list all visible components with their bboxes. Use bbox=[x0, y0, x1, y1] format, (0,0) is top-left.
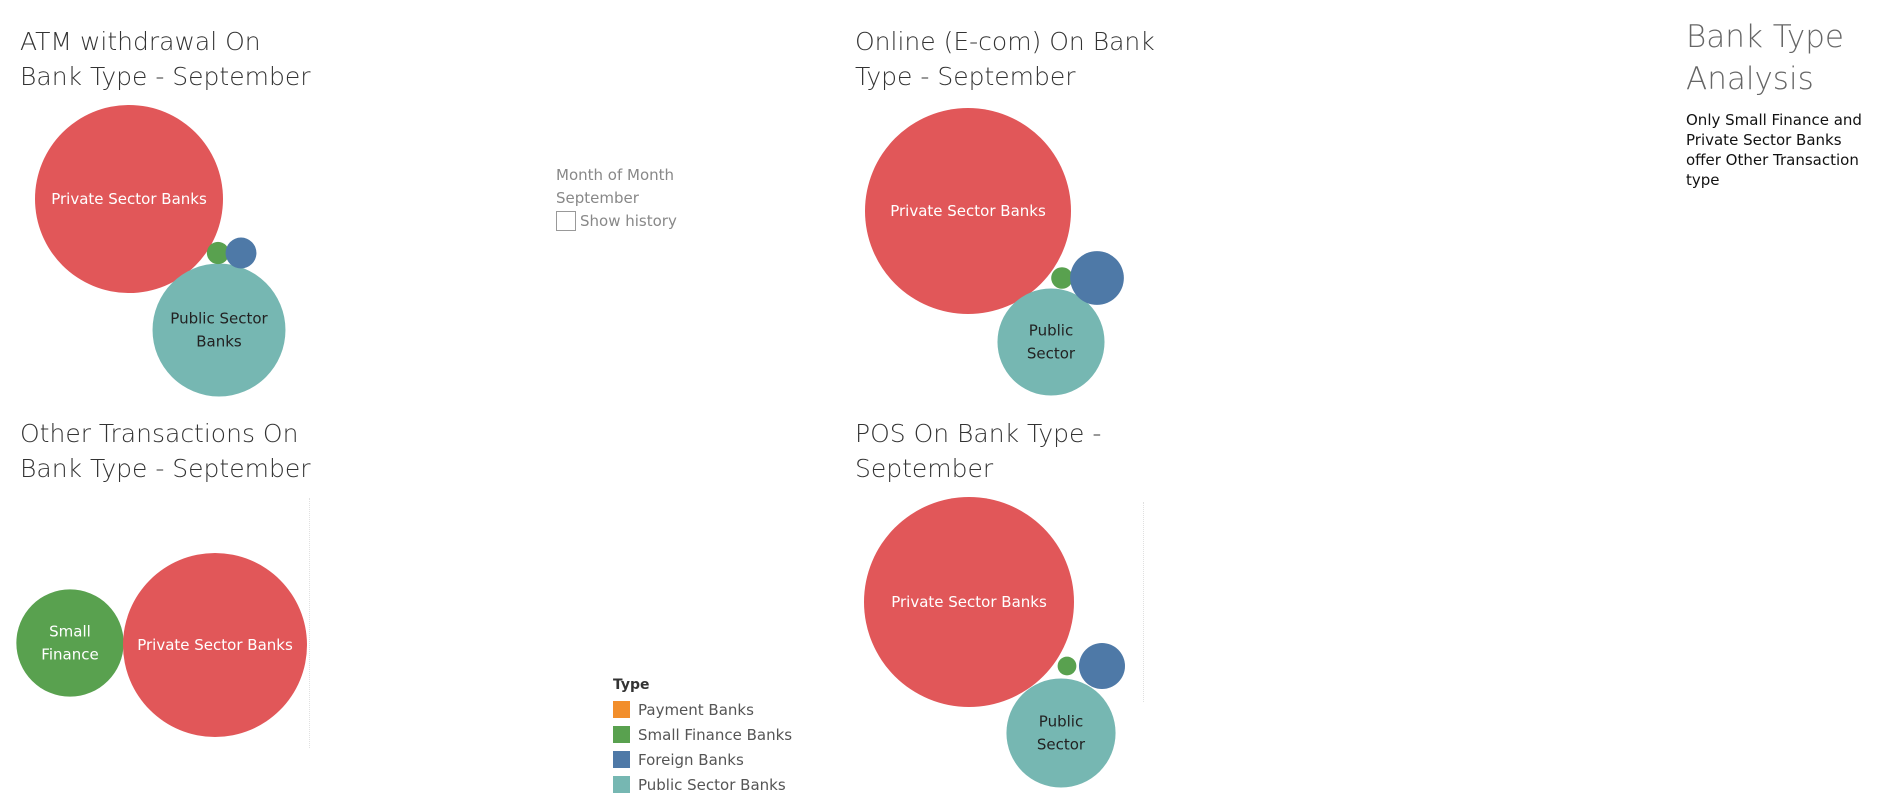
bubble-label: Small bbox=[49, 623, 91, 641]
legend-swatch bbox=[613, 726, 630, 743]
bubble-label: Private Sector Banks bbox=[51, 190, 207, 208]
divider-pos bbox=[1143, 502, 1144, 702]
other-bubble-chart: Small Finance Private Sector Banks bbox=[16, 553, 307, 737]
bubble-small-finance-banks[interactable] bbox=[206, 241, 230, 265]
chart-title-other: Other Transactions On Bank Type - Septem… bbox=[20, 419, 311, 483]
bubble-foreign-banks[interactable] bbox=[225, 237, 257, 269]
bubble-label: Sector bbox=[1027, 345, 1076, 363]
chart-title-atm: ATM withdrawal On Bank Type - September bbox=[20, 27, 311, 91]
bubble-foreign-banks[interactable] bbox=[1070, 251, 1124, 305]
legend-item[interactable]: Small Finance Banks bbox=[613, 722, 792, 747]
legend-title: Type bbox=[613, 677, 650, 693]
bubble-label: Private Sector Banks bbox=[891, 593, 1047, 611]
bubble-small-finance-banks[interactable] bbox=[1051, 267, 1073, 289]
bubble-foreign-banks[interactable] bbox=[1078, 642, 1126, 690]
bubble-private-sector-banks[interactable] bbox=[865, 108, 1071, 314]
filter-title: Month of Month bbox=[556, 166, 675, 184]
bubble-label: Public bbox=[1039, 713, 1083, 731]
show-history-checkbox[interactable] bbox=[556, 211, 576, 231]
bubble-label: Private Sector Banks bbox=[137, 636, 293, 654]
atm-bubble-chart: Private Sector Banks Public Sector Banks bbox=[35, 105, 286, 397]
bubble-small-finance-banks[interactable] bbox=[1057, 656, 1077, 676]
bubble-label: Banks bbox=[196, 333, 242, 351]
chart-title-online: Online (E-com) On Bank Type - September bbox=[855, 27, 1155, 91]
bubble-label: Finance bbox=[41, 646, 98, 664]
legend-item[interactable]: Foreign Banks bbox=[613, 747, 792, 772]
legend-label: Payment Banks bbox=[638, 700, 754, 719]
bubble-public-sector-banks[interactable] bbox=[152, 263, 286, 397]
legend-swatch bbox=[613, 701, 630, 718]
pos-bubble-chart: Private Sector Banks Public Sector bbox=[864, 497, 1126, 788]
legend-swatch bbox=[613, 751, 630, 768]
bubble-label: Private Sector Banks bbox=[890, 202, 1046, 220]
bubble-small-finance-banks[interactable] bbox=[16, 589, 124, 697]
dashboard-title: Bank Type Analysis bbox=[1686, 19, 1844, 97]
bubble-private-sector-banks[interactable] bbox=[123, 553, 307, 737]
bubble-label: Sector bbox=[1037, 736, 1086, 754]
legend-item[interactable]: Public Sector Banks bbox=[613, 772, 792, 797]
bubble-private-sector-banks[interactable] bbox=[864, 497, 1074, 707]
legend-item[interactable]: Payment Banks bbox=[613, 697, 792, 722]
type-legend: Type Payment Banks Small Finance Banks For… bbox=[613, 675, 792, 797]
filter-selected-month: September bbox=[556, 189, 639, 207]
divider-other bbox=[309, 498, 310, 748]
bubble-label: Public Sector bbox=[170, 310, 268, 328]
online-bubble-chart: Private Sector Banks Public Sector bbox=[865, 108, 1124, 396]
dashboard-note: Only Small Finance and Private Sector Ba… bbox=[1686, 111, 1862, 189]
legend-label: Public Sector Banks bbox=[638, 775, 786, 794]
bubble-private-sector-banks[interactable] bbox=[35, 105, 223, 293]
chart-title-pos: POS On Bank Type - September bbox=[855, 419, 1102, 483]
month-filter: Month of Month September Show history bbox=[556, 164, 677, 231]
show-history-toggle[interactable]: Show history bbox=[556, 211, 677, 231]
legend-label: Foreign Banks bbox=[638, 750, 744, 769]
legend-swatch bbox=[613, 776, 630, 793]
bubble-public-sector-banks[interactable] bbox=[1006, 678, 1116, 788]
show-history-label: Show history bbox=[580, 212, 677, 230]
bubble-label: Public bbox=[1029, 322, 1073, 340]
legend-label: Small Finance Banks bbox=[638, 725, 793, 744]
bubble-public-sector-banks[interactable] bbox=[997, 288, 1105, 396]
